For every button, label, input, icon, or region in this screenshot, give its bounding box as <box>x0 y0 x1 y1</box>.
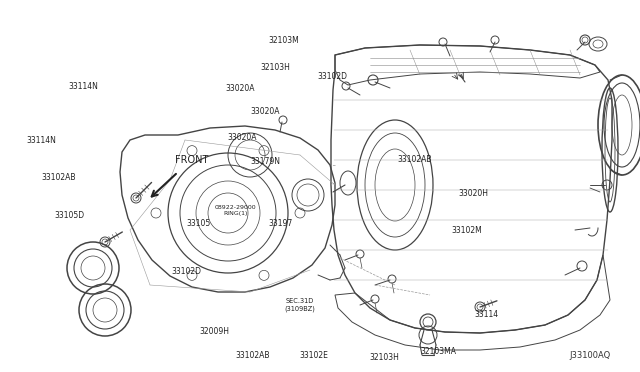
Text: SEC.31D
(3109BZ): SEC.31D (3109BZ) <box>284 298 315 312</box>
Text: 33020A: 33020A <box>225 84 255 93</box>
Text: 33114N: 33114N <box>27 136 56 145</box>
Text: 33114N: 33114N <box>68 82 98 91</box>
Text: 33102E: 33102E <box>299 351 328 360</box>
Text: 08922-29000
RING(1): 08922-29000 RING(1) <box>214 205 257 216</box>
Text: J33100AQ: J33100AQ <box>570 350 611 359</box>
Text: 33020H: 33020H <box>459 189 488 198</box>
Text: 33105D: 33105D <box>54 211 84 220</box>
Text: 33102D: 33102D <box>172 267 202 276</box>
Text: 33102AB: 33102AB <box>42 173 76 182</box>
Text: 32103H: 32103H <box>369 353 399 362</box>
Text: 33102M: 33102M <box>452 226 483 235</box>
Text: 33197: 33197 <box>268 219 292 228</box>
Text: 33020A: 33020A <box>251 107 280 116</box>
Text: 33102AB: 33102AB <box>397 155 432 164</box>
Text: 33102AB: 33102AB <box>236 351 270 360</box>
Text: 32103H: 32103H <box>260 63 290 72</box>
Text: 33105: 33105 <box>186 219 211 228</box>
Text: 33114: 33114 <box>474 310 499 319</box>
Text: 32009H: 32009H <box>200 327 229 336</box>
Text: 32103MA: 32103MA <box>420 347 456 356</box>
Text: 32103M: 32103M <box>268 36 299 45</box>
Text: 33020A: 33020A <box>227 133 257 142</box>
Text: 33102D: 33102D <box>318 72 348 81</box>
Text: 33179N: 33179N <box>251 157 280 166</box>
Text: FRONT: FRONT <box>175 155 209 165</box>
